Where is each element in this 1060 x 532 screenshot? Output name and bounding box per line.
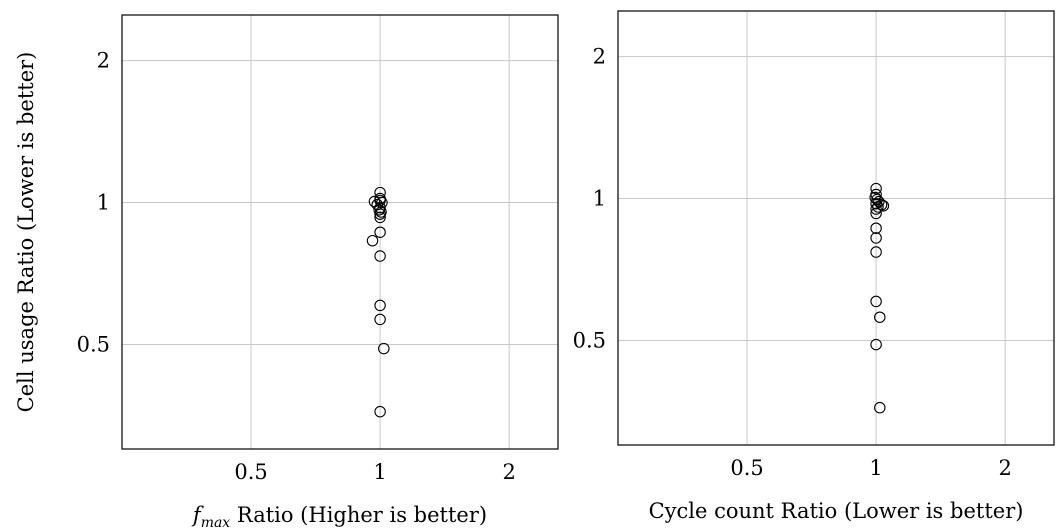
right-x-axis-label: Cycle count Ratio (Lower is better) [649, 499, 1024, 523]
right-data-point [870, 182, 882, 195]
right-x-tick-label: 0.5 [730, 456, 763, 480]
right-x-tick-label: 1 [869, 456, 882, 480]
right-points [869, 182, 890, 414]
left-x-axis-label-rest: Ratio (Higher is better) [230, 503, 487, 527]
left-points [366, 186, 390, 418]
right-data-point [870, 207, 882, 220]
left-data-point [378, 342, 390, 355]
right-data-point [870, 295, 882, 308]
left-scatter-plot: 0.5 1 2 0.5 1 2 Cell usage Ratio (Lower is be… [14, 14, 559, 531]
right-data-point [870, 222, 882, 234]
left-tick-labels: 0.5 1 2 0.5 1 2 [77, 49, 516, 484]
left-data-point [374, 405, 386, 418]
left-data-point [373, 204, 385, 216]
right-plot-frame [617, 10, 1055, 446]
right-x-tick-label: 2 [998, 456, 1011, 480]
right-data-point [870, 232, 882, 244]
left-data-point [374, 250, 386, 262]
left-grid [122, 15, 558, 449]
right-data-point [872, 201, 884, 213]
left-y-tick-label: 0.5 [77, 332, 110, 356]
right-grid [618, 11, 1054, 445]
left-x-axis-label: fmax Ratio (Higher is better) [191, 503, 487, 531]
right-data-point [874, 311, 886, 323]
left-data-point [374, 313, 386, 326]
right-scatter-plot: 0.5 1 2 0.5 1 2 Cycle count Ratio (Lower is b… [573, 10, 1055, 523]
left-data-point [374, 211, 386, 224]
right-data-point [870, 338, 882, 351]
right-data-point [870, 246, 882, 258]
right-tick-labels: 0.5 1 2 0.5 1 2 [573, 45, 1012, 480]
left-x-tick-label: 0.5 [234, 460, 267, 484]
right-y-tick-label: 2 [593, 45, 606, 69]
left-y-axis-label: Cell usage Ratio (Lower is better) [14, 52, 38, 413]
left-data-point [366, 234, 379, 247]
right-data-point [873, 195, 885, 208]
right-y-tick-label: 1 [593, 187, 606, 211]
left-data-point [374, 208, 386, 220]
left-y-tick-label: 1 [97, 191, 110, 215]
right-y-tick-label: 0.5 [573, 328, 606, 352]
left-y-tick-label: 2 [97, 49, 110, 73]
left-data-point [374, 299, 386, 312]
left-x-axis-label-f: f [191, 503, 204, 527]
right-data-point [877, 200, 890, 212]
left-plot-frame [121, 14, 559, 450]
left-x-tick-label: 2 [502, 460, 515, 484]
left-x-axis-label-sub: max [201, 515, 231, 531]
left-data-point [374, 226, 386, 238]
left-data-point [376, 196, 388, 209]
left-x-tick-label: 1 [373, 460, 386, 484]
right-data-point [874, 401, 886, 414]
right-data-point [870, 203, 882, 215]
right-data-point [870, 197, 882, 210]
